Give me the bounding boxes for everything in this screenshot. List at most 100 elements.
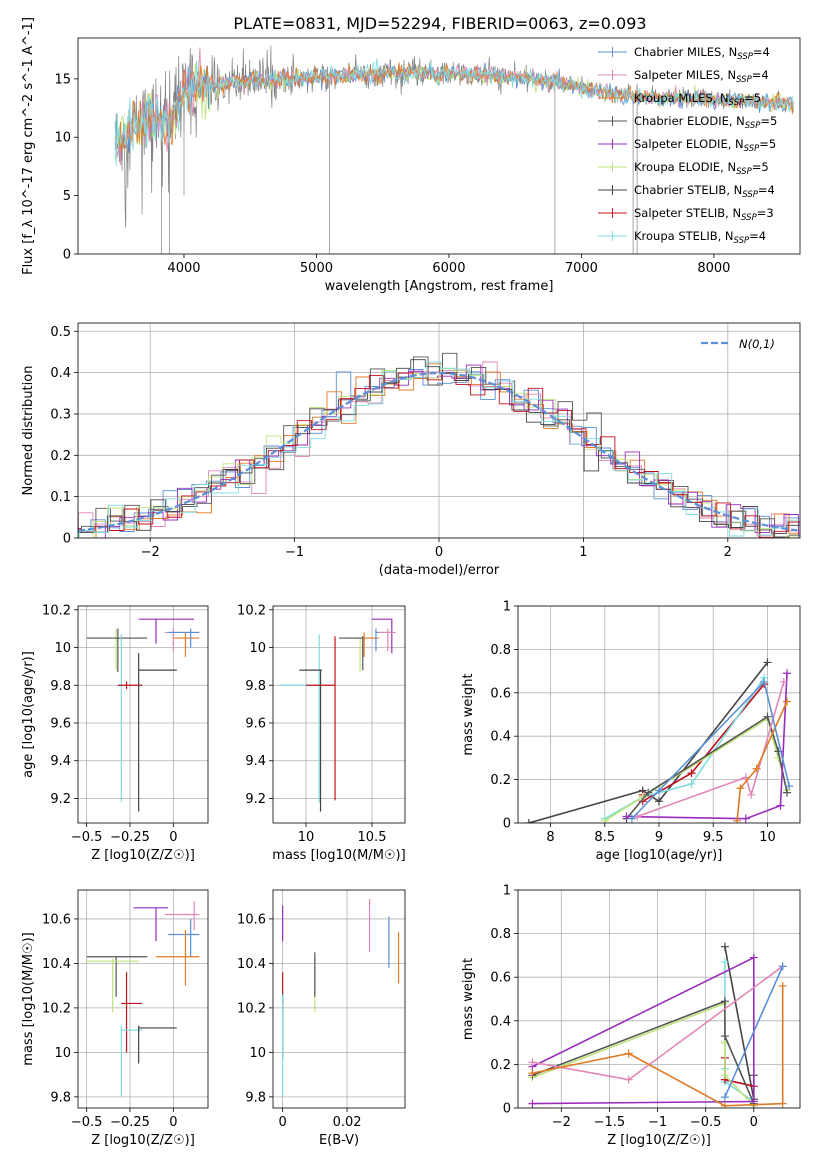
- x-tick-label: 0: [169, 1115, 177, 1130]
- residual-histogram-chabrier_stelib: [78, 359, 800, 535]
- panel-age_vs_mass: 10 10.5 9.2 9.4 9.6 9.8 10 10.2 mass [log10(M/M☉…: [237, 603, 406, 863]
- weight-series-kroupa_elodie: [532, 1002, 755, 1107]
- errorbar-point-salpeter_miles: [378, 628, 396, 652]
- x-axis-label: age [log10(age/yr)]: [596, 848, 723, 863]
- y-tick-label: 0.8: [490, 643, 511, 658]
- errorbar-point-kroupa_elodie: [86, 628, 144, 671]
- y-axis-label: mass [log10(M/M☉)]: [21, 932, 36, 1065]
- x-tick-label: −0.25: [110, 1115, 150, 1130]
- weight-point-marker: [778, 981, 787, 990]
- errorbar-point-salpeter_stelib: [306, 636, 336, 801]
- x-tick-label: 0: [279, 1115, 287, 1130]
- weight-series-salpeter_miles: [637, 681, 785, 818]
- plot-area-residuals: [78, 323, 800, 538]
- weight-point-marker: [763, 658, 772, 667]
- y-tick-label: 0.4: [490, 730, 511, 745]
- panel-spectrum: 4000 5000 6000 7000 8000 0 5 10 15 wavelength [An…: [21, 17, 801, 294]
- axes-frame: [517, 889, 801, 1109]
- x-tick-label: −0.5: [690, 1115, 722, 1130]
- y-tick-label: 0.3: [50, 407, 71, 422]
- y-tick-label: 0.6: [490, 971, 511, 986]
- legend-entry-label: Chabrier ELODIE, NSSP=5: [634, 114, 777, 131]
- x-axis-label: mass [log10(M/M☉)]: [272, 848, 405, 863]
- axes-frame: [272, 889, 406, 1109]
- y-tick-label: 10.6: [42, 912, 71, 927]
- weight-point-marker: [782, 788, 791, 797]
- errorbar-point-chabrier_miles: [168, 628, 200, 648]
- x-tick-label: −0.5: [71, 1115, 103, 1130]
- x-tick-label: −0.25: [110, 830, 150, 845]
- weight-point-marker: [720, 957, 729, 966]
- y-axis-label: mass weight: [461, 673, 476, 755]
- x-axis-label: Z [log10(Z/Z☉)]: [91, 848, 195, 863]
- figure-title: PLATE=0831, MJD=52294, FIBERID=0063, z=0…: [233, 14, 646, 33]
- y-tick-label: 0.5: [50, 325, 71, 340]
- legend-entry-label: Chabrier MILES, NSSP=4: [634, 45, 770, 62]
- weight-point-marker: [749, 953, 758, 962]
- errorbar-point-chabrier_stelib: [138, 1025, 177, 1064]
- x-axis-label: E(B-V): [319, 1133, 359, 1148]
- errorbar-point-kroupa_miles: [173, 632, 200, 657]
- errorbar-point-chabrier_stelib: [299, 669, 322, 812]
- y-tick-label: 9.6: [245, 716, 266, 731]
- y-axis-label: age [log10(age/yr)]: [21, 651, 36, 778]
- weight-series-kroupa_stelib: [604, 677, 765, 820]
- errorbar-point-salpeter_elodie: [133, 907, 169, 942]
- weight-point-marker: [600, 816, 609, 823]
- errorbar-point-kroupa_elodie: [339, 637, 362, 673]
- x-tick-label: 0: [435, 545, 443, 560]
- legend-entry-label: Kroupa MILES, NSSP=5: [634, 91, 761, 108]
- x-tick-label: 9: [655, 830, 663, 845]
- weight-point-marker: [782, 697, 791, 706]
- weight-series-kroupa_miles: [736, 701, 788, 821]
- y-tick-label: 10: [54, 1046, 71, 1061]
- x-tick-label: 10: [298, 830, 315, 845]
- weight-point-marker: [760, 677, 769, 686]
- y-tick-label: 10: [54, 131, 71, 146]
- y-tick-label: 0: [503, 1102, 511, 1117]
- weight-point-marker: [524, 819, 533, 823]
- y-tick-label: 0.2: [490, 773, 511, 788]
- legend-entry-label: Chabrier STELIB, NSSP=4: [634, 183, 775, 200]
- y-tick-label: 0.1: [50, 490, 71, 505]
- legend-entry-label: Kroupa STELIB, NSSP=4: [634, 229, 766, 246]
- x-axis-label: (data-model)/error: [379, 563, 500, 578]
- errorbar-point-kroupa_miles: [156, 930, 200, 986]
- x-tick-label: 0.02: [333, 1115, 362, 1130]
- weight-point-marker: [624, 1049, 633, 1058]
- errorbar-point-salpeter_elodie: [372, 618, 393, 654]
- y-tick-label: 0.2: [50, 449, 71, 464]
- weight-point-marker: [644, 788, 653, 797]
- weight-series-kroupa_elodie: [604, 717, 788, 822]
- x-tick-label: 1: [579, 545, 587, 560]
- x-tick-label: 5000: [300, 261, 333, 276]
- y-tick-label: 0.4: [490, 1014, 511, 1029]
- y-tick-label: 10: [249, 641, 266, 656]
- panel-mass_vs_Z: −0.5 −0.25 0 9.8 10 10.2 10.4 10.6 Z [log10(Z/Z☉…: [21, 889, 209, 1148]
- x-tick-label: 0: [169, 830, 177, 845]
- weight-point-marker: [752, 764, 761, 773]
- weight-point-marker: [733, 816, 742, 823]
- panel-weight_vs_age: 8 8.5 9 9.5 10 0 0.2 0.4 0.6 0.8 1 age [log10(age/y…: [461, 600, 801, 863]
- weight-series-chabrier_miles: [631, 680, 790, 820]
- weight-point-marker: [720, 1093, 729, 1102]
- x-tick-label: −1.5: [594, 1115, 626, 1130]
- weight-point-marker: [763, 712, 772, 721]
- observed-spectrum: [114, 45, 794, 254]
- errorbar-point-salpeter_elodie: [138, 618, 195, 644]
- x-tick-label: 10.5: [358, 830, 387, 845]
- y-tick-label: 0: [63, 248, 71, 263]
- axes-frame: [77, 605, 209, 824]
- weight-point-marker: [779, 677, 788, 686]
- weight-series-salpeter_elodie: [532, 956, 755, 1105]
- weight-point-marker: [747, 790, 756, 799]
- errorbar-point-kroupa_stelib: [117, 634, 125, 803]
- weight-point-marker: [655, 797, 663, 806]
- y-tick-label: 9.8: [245, 679, 266, 694]
- y-tick-label: 9.2: [50, 792, 71, 807]
- y-tick-label: 9.2: [245, 792, 266, 807]
- x-tick-label: 8000: [697, 261, 730, 276]
- normal-distribution-curve: [78, 372, 798, 532]
- y-tick-label: 10: [249, 1046, 266, 1061]
